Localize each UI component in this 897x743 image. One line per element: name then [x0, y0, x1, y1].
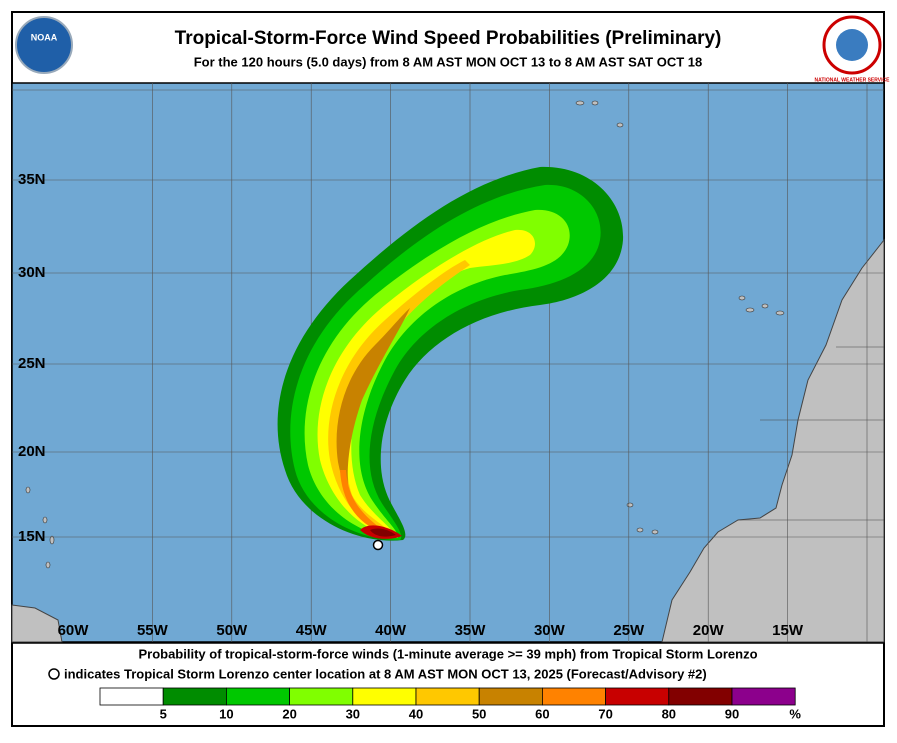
legend-swatch: [99, 687, 164, 706]
lat-label: 20N: [18, 443, 46, 460]
borders: [740, 346, 884, 521]
legend-label: 10: [219, 706, 233, 721]
legend-label: 70: [598, 706, 612, 721]
legend-label: 90: [725, 706, 739, 721]
nws-logo-inner: [836, 29, 868, 61]
probability-swath: [277, 166, 624, 541]
south-america: [11, 604, 63, 643]
legend: 5 10 20 30 40 50 60 70 80 90%: [99, 687, 801, 721]
lon-label: 45W: [296, 622, 328, 639]
lon-label: 25W: [613, 622, 645, 639]
lat-label: 30N: [18, 264, 46, 281]
legend-swatch: [668, 687, 733, 706]
lon-label: 60W: [58, 622, 90, 639]
lon-label: 20W: [693, 622, 725, 639]
legend-swatch: [478, 687, 543, 706]
caption-line1: Probability of tropical-storm-force wind…: [138, 646, 757, 661]
legend-label: 30: [346, 706, 360, 721]
lon-label: 55W: [137, 622, 169, 639]
subtitle: For the 120 hours (5.0 days) from 8 AM A…: [194, 54, 703, 69]
legend-swatch: [731, 687, 796, 706]
lon-label: 15W: [772, 622, 804, 639]
storm-center: [372, 539, 384, 551]
legend-swatch: [225, 687, 290, 706]
legend-label: 60: [535, 706, 549, 721]
legend-unit: %: [789, 706, 801, 721]
lon-label: 50W: [216, 622, 248, 639]
probability-band: [370, 528, 396, 537]
legend-label: 40: [409, 706, 423, 721]
legend-swatch: [542, 687, 607, 706]
legend-label: 50: [472, 706, 486, 721]
map: 35N 30N 25N 20N 15N 60W 55W 50W 45W 40W 35W 30W 25W 2…: [11, 82, 885, 643]
lat-label: 25N: [18, 355, 46, 372]
legend-label: 5: [160, 706, 167, 721]
legend-swatch: [289, 687, 354, 706]
legend-swatch: [352, 687, 417, 706]
legend-label: 20: [282, 706, 296, 721]
legend-swatch: [605, 687, 670, 706]
lon-label: 35W: [455, 622, 487, 639]
noaa-logo-text: NOAA: [31, 32, 58, 42]
noaa-logo: [15, 16, 73, 74]
probability-band: [336, 308, 410, 535]
legend-label: 80: [662, 706, 676, 721]
nws-logo-text: NATIONAL WEATHER SERVICE: [815, 77, 891, 83]
probability-band: [340, 470, 388, 534]
title: Tropical-Storm-Force Wind Speed Probabil…: [175, 28, 722, 49]
probability-band: [290, 184, 601, 541]
lat-label: 15N: [18, 528, 46, 545]
legend-swatch: [415, 687, 480, 706]
africa: [661, 238, 885, 643]
lon-label: 30W: [534, 622, 566, 639]
lon-label: 40W: [375, 622, 407, 639]
legend-swatch: [162, 687, 227, 706]
caption-line2: indicates Tropical Storm Lorenzo center …: [64, 666, 707, 681]
lat-label: 35N: [18, 171, 46, 188]
center-symbol: [48, 668, 60, 680]
